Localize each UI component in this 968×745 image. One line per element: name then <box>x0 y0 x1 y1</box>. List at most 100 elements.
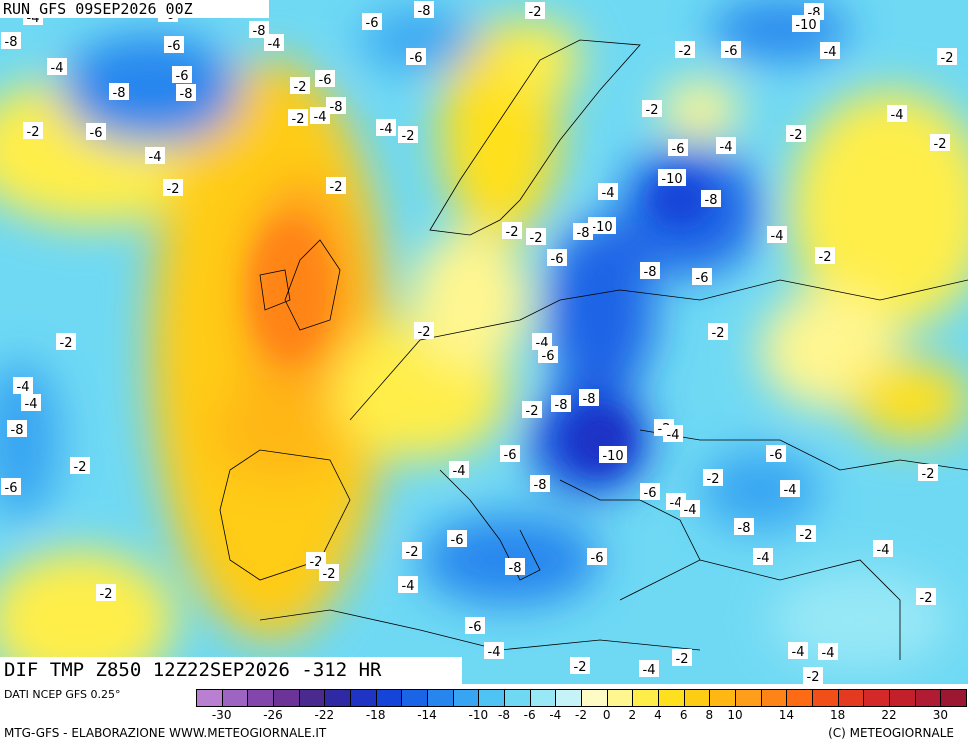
anomaly-label: -6 <box>766 445 786 463</box>
legend-swatch <box>221 689 249 707</box>
svg-text:-2: -2 <box>676 652 689 667</box>
anomaly-label: -2 <box>502 222 522 240</box>
svg-text:-2: -2 <box>406 545 419 560</box>
svg-text:-10: -10 <box>591 220 612 235</box>
svg-text:-4: -4 <box>771 229 784 244</box>
anomaly-label: -6 <box>447 530 467 548</box>
legend-swatch <box>504 689 531 707</box>
svg-text:-2: -2 <box>574 660 587 675</box>
svg-text:-6: -6 <box>410 51 423 66</box>
svg-text:-6: -6 <box>542 349 555 364</box>
svg-text:-4: -4 <box>720 140 733 155</box>
anomaly-label: -2 <box>918 464 938 482</box>
legend-swatch <box>914 689 942 707</box>
anomaly-label: -4 <box>484 642 504 660</box>
legend-swatch <box>427 689 454 707</box>
data-source: DATI NCEP GFS 0.25° <box>4 688 121 701</box>
anomaly-label: -6 <box>587 548 607 566</box>
legend-swatch <box>247 689 275 707</box>
svg-text:-6: -6 <box>551 252 564 267</box>
anomaly-label: -6 <box>86 123 106 141</box>
svg-text:-2: -2 <box>323 567 336 582</box>
svg-text:-10: -10 <box>795 18 816 33</box>
anomaly-label: -2 <box>815 247 835 265</box>
svg-text:-2: -2 <box>60 336 73 351</box>
svg-text:-8: -8 <box>113 86 126 101</box>
anomaly-label: -2 <box>290 77 310 95</box>
anomaly-label: -10 <box>599 446 627 464</box>
anomaly-label: -4 <box>680 500 700 518</box>
legend-swatch <box>786 689 814 707</box>
anomaly-label: -2 <box>803 667 823 684</box>
legend-tick: -6 <box>523 708 536 722</box>
anomaly-label: -4 <box>753 548 773 566</box>
svg-text:-2: -2 <box>934 137 947 152</box>
svg-text:-10: -10 <box>661 172 682 187</box>
legend-swatch <box>478 689 506 707</box>
anomaly-labels: -4-6-6-8-2-8-10-8-6-8-4-6-2-6-4-2-4-6-6-… <box>1 1 957 684</box>
svg-text:-6: -6 <box>770 448 783 463</box>
anomaly-label: -2 <box>937 48 957 66</box>
svg-text:-8: -8 <box>705 193 718 208</box>
svg-text:-6: -6 <box>504 448 517 463</box>
svg-text:-2: -2 <box>100 587 113 602</box>
anomaly-label: -2 <box>398 126 418 144</box>
legend-tick: 22 <box>881 708 897 722</box>
svg-text:-4: -4 <box>51 61 64 76</box>
svg-text:-4: -4 <box>25 397 38 412</box>
legend-swatch <box>529 689 557 707</box>
svg-text:-6: -6 <box>168 39 181 54</box>
anomaly-label: -6 <box>721 41 741 59</box>
svg-text:-6: -6 <box>5 481 18 496</box>
legend-swatch <box>683 689 711 707</box>
svg-text:-8: -8 <box>5 35 18 50</box>
anomaly-label: -2 <box>23 122 43 140</box>
anomaly-label: -4 <box>639 660 659 678</box>
anomaly-label: -8 <box>414 1 434 19</box>
anomaly-label: -4 <box>145 147 165 165</box>
run-title: RUN GFS 09SEP2026 00Z <box>0 0 269 18</box>
anomaly-label: -6 <box>538 346 558 364</box>
svg-text:-2: -2 <box>526 404 539 419</box>
anomaly-label: -4 <box>820 42 840 60</box>
svg-text:-6: -6 <box>319 73 332 88</box>
legend-tick: -26 <box>263 708 283 722</box>
svg-text:-6: -6 <box>672 142 685 157</box>
legend-tick: -18 <box>365 708 386 722</box>
legend-tick: 30 <box>932 708 948 722</box>
anomaly-label: -2 <box>319 564 339 582</box>
anomaly-label: -10 <box>792 15 820 33</box>
anomaly-label: -4 <box>788 642 808 660</box>
svg-text:-2: -2 <box>292 112 305 127</box>
color-legend <box>196 689 968 707</box>
anomaly-label: -2 <box>326 177 346 195</box>
legend-tick: 2 <box>628 708 637 722</box>
anomaly-label: -8 <box>249 21 269 39</box>
legend-swatch <box>863 689 891 707</box>
anomaly-label: -4 <box>663 425 683 443</box>
svg-text:-6: -6 <box>591 551 604 566</box>
svg-text:-6: -6 <box>696 271 709 286</box>
legend-swatch <box>735 689 762 707</box>
anomaly-label: -8 <box>701 190 721 208</box>
svg-text:-2: -2 <box>790 128 803 143</box>
anomaly-label: -2 <box>163 179 183 197</box>
legend-tick: 8 <box>705 708 714 722</box>
legend-swatch <box>709 689 737 707</box>
anomaly-label: -6 <box>172 66 192 84</box>
svg-text:-6: -6 <box>176 69 189 84</box>
anomaly-label: -8 <box>1 32 21 50</box>
svg-text:-6: -6 <box>725 44 738 59</box>
svg-text:-2: -2 <box>529 5 542 20</box>
anomaly-label: -6 <box>500 445 520 463</box>
svg-text:-4: -4 <box>824 45 837 60</box>
coastlines <box>219 39 968 660</box>
anomaly-label: -6 <box>692 268 712 286</box>
legend-swatch <box>889 689 916 707</box>
anomaly-label: -2 <box>414 322 434 340</box>
svg-text:-4: -4 <box>268 37 281 52</box>
svg-text:-4: -4 <box>380 122 393 137</box>
anomaly-label: -8 <box>640 262 660 280</box>
anomaly-label: -8 <box>734 518 754 536</box>
